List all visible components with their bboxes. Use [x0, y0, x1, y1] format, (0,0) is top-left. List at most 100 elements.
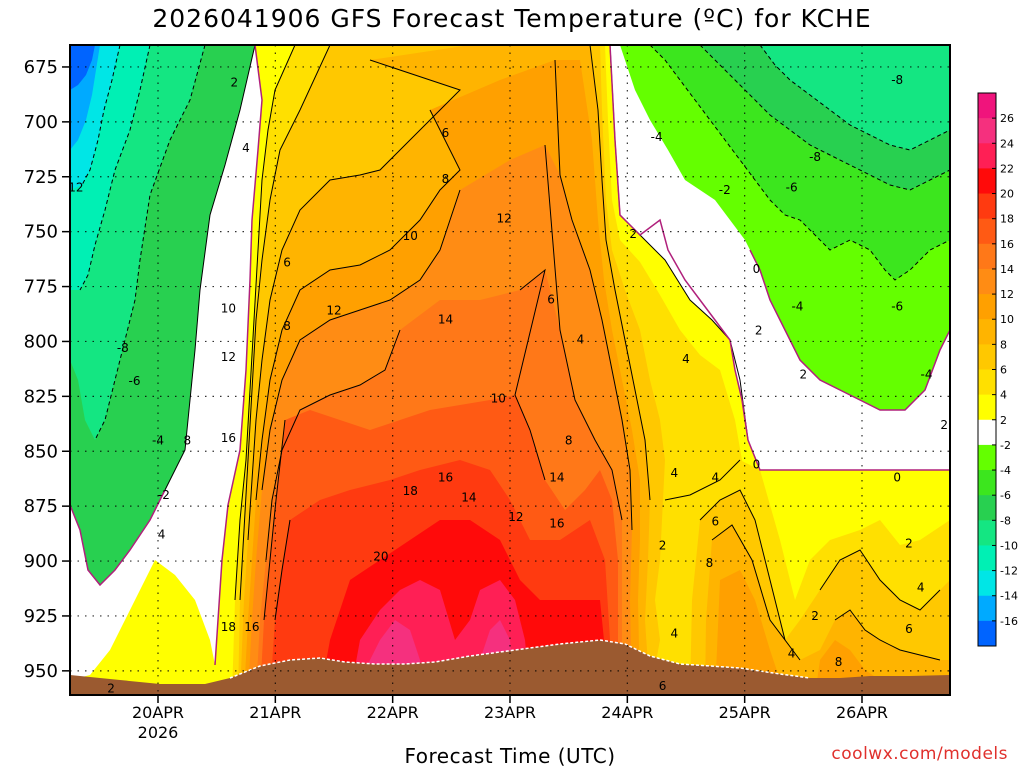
colorbar-label: -8 [1000, 514, 1011, 527]
y-tick-label: 725 [24, 167, 58, 188]
contour-label: -6 [786, 181, 798, 195]
contour-label: 12 [68, 181, 83, 195]
colorbar-swatch [978, 243, 996, 270]
contour-label: 16 [438, 471, 453, 485]
contour-label: 16 [549, 517, 564, 531]
colorbar-label: 2 [1000, 414, 1007, 427]
cold-region-left-6 [70, 45, 95, 90]
colorbar-swatch [978, 419, 996, 446]
contour-labels: 2468101216812141086121816141012141686420… [68, 73, 948, 695]
cold-region-right-4 [760, 45, 950, 150]
contour-label: 4 [670, 466, 678, 480]
contour-lines [164, 45, 941, 661]
contour-label: 18 [403, 484, 418, 498]
colorbar-swatch [978, 394, 996, 421]
colorbar-swatch [978, 570, 996, 597]
colorbar-label: 24 [1000, 137, 1014, 150]
contour-lines-dashed [79, 45, 950, 441]
contour-label: 2 [659, 539, 667, 553]
contour-label: 10 [491, 392, 506, 406]
colorbar-swatch [978, 218, 996, 245]
contour-label: 2 [629, 227, 637, 241]
contour-label: -8 [809, 150, 821, 164]
colorbar-swatch [978, 444, 996, 471]
colorbar-swatch [978, 369, 996, 396]
contour-label: 6 [659, 679, 667, 693]
colorbar-swatch [978, 620, 996, 647]
colorbar-swatch [978, 595, 996, 622]
contour-label: 4 [242, 141, 250, 155]
colorbar-swatch [978, 168, 996, 195]
contour-label: 8 [706, 556, 714, 570]
contour-label: 18 [221, 620, 236, 634]
filled-contours [70, 45, 950, 695]
contour-label: 2 [811, 609, 819, 623]
contour-label: 2 [755, 323, 763, 337]
colorbar-swatches [977, 92, 997, 647]
source-credit: coolwx.com/models [831, 744, 1008, 764]
contour-label: 8 [283, 319, 291, 333]
colorbar-label: 6 [1000, 364, 1007, 377]
colorbar-label: -4 [1000, 464, 1011, 477]
x-tick-label: 26APR [836, 703, 888, 722]
y-tick-label: 675 [24, 57, 58, 78]
x-tick-sublabel: 2026 [138, 723, 179, 742]
x-tick-label: 23APR [484, 703, 536, 722]
y-tick-label: 900 [24, 551, 58, 572]
contour-label: 16 [244, 620, 259, 634]
colorbar-swatch [978, 193, 996, 220]
x-tick-label: 22APR [367, 703, 419, 722]
colorbar-swatch [978, 143, 996, 169]
contour-label: 2 [800, 367, 808, 381]
colorbar-label: 14 [1000, 263, 1014, 276]
colorbar-label: 20 [1000, 188, 1014, 201]
y-tick-label: 875 [24, 496, 58, 517]
contour-label: -2 [158, 488, 170, 502]
contour-label: 4 [577, 332, 585, 346]
colorbar-label: -12 [1000, 565, 1018, 578]
contour-label: 14 [438, 312, 453, 326]
contour-label: 0 [753, 457, 761, 471]
y-tick-label: 925 [24, 606, 58, 627]
contour-label: 8 [835, 655, 843, 669]
terrain-edge [229, 639, 811, 679]
x-tick-label: 21APR [249, 703, 301, 722]
contour-label: 2 [905, 536, 913, 550]
contour-label: 2 [940, 418, 948, 432]
contour-label: 8 [184, 433, 192, 447]
contour-label: 4 [712, 471, 720, 485]
chart-title: 2026041906 GFS Forecast Temperature (ºC)… [152, 4, 872, 33]
contour-label: 4 [670, 627, 678, 641]
contour-label: 16 [221, 431, 236, 445]
contour-label: -8 [891, 73, 903, 87]
contour-label: 14 [549, 471, 564, 485]
x-tick-label: 25APR [719, 703, 771, 722]
y-tick-label: 775 [24, 277, 58, 298]
y-tick-label: 850 [24, 441, 58, 462]
contour-label: 6 [712, 515, 720, 529]
colorbar-label: -10 [1000, 539, 1018, 552]
contour-label: 4 [917, 580, 925, 594]
contour-label: -4 [921, 367, 933, 381]
contour-label: -4 [152, 433, 164, 447]
contour-label: 6 [283, 255, 291, 269]
contour-label: -4 [791, 299, 803, 313]
contour-label: 6 [442, 126, 450, 140]
contour-label: -6 [891, 299, 903, 313]
contour-label: 12 [508, 510, 523, 524]
x-tick-label: 24APR [601, 703, 653, 722]
colorbar-labels: 26 24 22 20 18 16 14 12 10 8 6 4 2 -2 -4 -6 -8 -10 -12 -14 -… [1000, 112, 1018, 628]
contour-label: 6 [547, 293, 555, 307]
colorbar-label: 4 [1000, 389, 1007, 402]
colorbar-swatch [978, 495, 996, 521]
contour-label: 12 [326, 304, 341, 318]
colorbar-label: 10 [1000, 313, 1014, 326]
colorbar-swatch [978, 319, 996, 345]
contour-label: -4 [651, 130, 663, 144]
colorbar-label: 12 [1000, 288, 1014, 301]
contour-label: 14 [461, 490, 476, 504]
contour-label: 4 [788, 646, 796, 660]
